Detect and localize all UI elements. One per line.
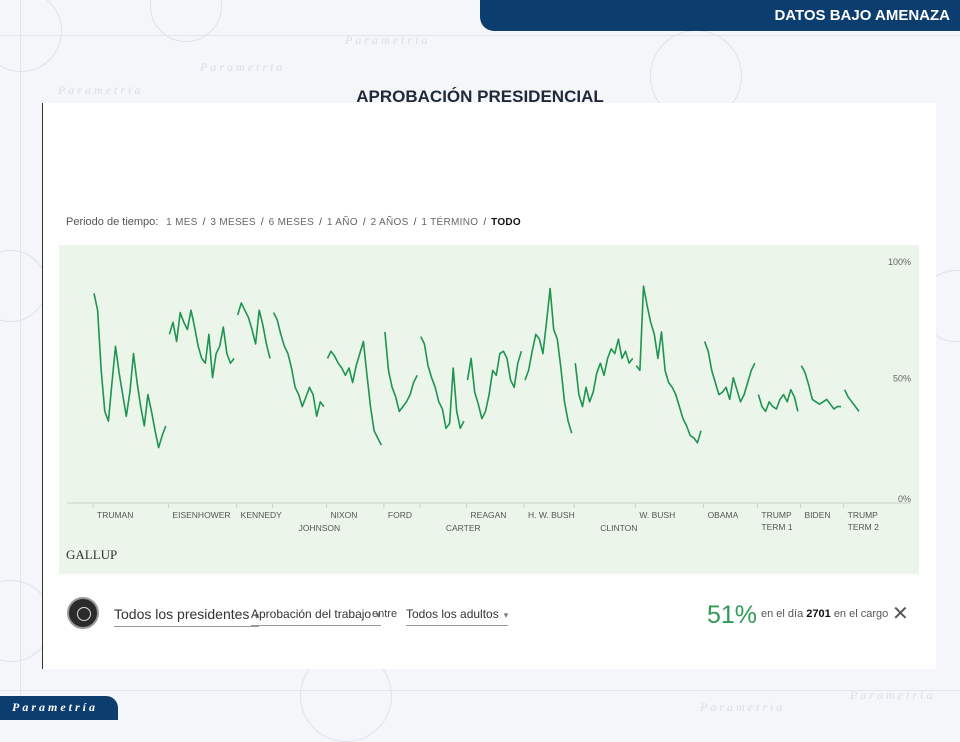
banner-title: DATOS BAJO AMENAZA	[774, 7, 950, 24]
day-number: 2701	[806, 608, 831, 620]
x-tick-label: NIXON	[330, 510, 357, 520]
source-label: GALLUP	[66, 547, 118, 562]
x-tick-label: CLINTON	[600, 523, 637, 533]
period-option[interactable]: 2 AÑOS	[370, 217, 409, 228]
period-separator: /	[483, 217, 487, 228]
period-option[interactable]: TODO	[491, 217, 522, 228]
day-prefix: en el día	[761, 608, 804, 620]
series-line	[524, 287, 573, 434]
series-line	[466, 350, 523, 420]
period-option[interactable]: 1 MES	[166, 217, 198, 228]
series-line	[757, 388, 799, 413]
connector-text: entre	[372, 608, 398, 620]
x-tick-label: CARTER	[446, 523, 481, 533]
control-bar: Todos los presidentes ▾ Aprobación del tr…	[59, 588, 919, 640]
chart-panel: 0% 50% 100% TRUMAN EISENHOWER KENNEDY JOHNSON N…	[59, 245, 919, 574]
period-separator: /	[362, 217, 366, 228]
period-option[interactable]: 1 TÉRMINO	[421, 217, 479, 228]
series-line	[93, 293, 167, 449]
period-filter-bar: Periodo de tiempo: 1 MES / 3 MESES / 6 MESES…	[66, 216, 523, 228]
x-tick-label: KENNEDY	[241, 510, 282, 520]
brand-footer: Parametría	[0, 696, 118, 720]
series-line	[574, 338, 634, 408]
current-approval-value: 51%	[707, 601, 758, 629]
x-tick-label: JOHNSON	[299, 523, 341, 533]
close-icon[interactable]: ✕	[892, 603, 909, 625]
series-line	[635, 285, 702, 444]
page-title: APROBACIÓN PRESIDENCIAL	[356, 87, 604, 106]
period-separator: /	[413, 217, 417, 228]
period-option[interactable]: 6 MESES	[268, 217, 315, 228]
approval-chart: 0% 50% 100% TRUMAN EISENHOWER KENNEDY JOHNSON N…	[67, 257, 911, 533]
presidential-seal-icon	[67, 597, 99, 629]
period-option[interactable]: 3 MESES	[210, 217, 256, 228]
period-option[interactable]: 1 AÑO	[326, 217, 358, 228]
brand-logo: Parametría	[12, 700, 98, 714]
series-line	[168, 309, 235, 379]
x-tick-label: EISENHOWER	[172, 510, 230, 520]
series-line	[420, 336, 465, 430]
president-dropdown[interactable]: Todos los presidentes ▾	[114, 606, 259, 627]
period-filter-label: Periodo de tiempo:	[66, 216, 159, 228]
x-tick-label: BIDEN	[805, 510, 831, 520]
population-dropdown[interactable]: Todos los adultos ▾	[406, 607, 509, 626]
series-line	[272, 312, 325, 417]
metric-dropdown[interactable]: Aprobación del trabajo ▾	[251, 607, 381, 626]
series-line	[384, 331, 418, 413]
x-tick-label: TRUMP TERM 2	[848, 510, 879, 532]
president-dropdown-label: Todos los presidentes	[114, 606, 250, 622]
metric-dropdown-label: Aprobación del trabajo	[251, 607, 372, 621]
series-line	[843, 389, 860, 412]
x-tick-label: TRUMP TERM 1	[761, 510, 792, 532]
x-tick-label: FORD	[388, 510, 412, 520]
day-suffix: en el cargo	[833, 608, 889, 620]
day-in-office: en el día 2701 en el cargo	[761, 608, 888, 620]
x-tick-label: TRUMAN	[97, 510, 133, 520]
y-tick-label: 50%	[893, 374, 911, 384]
header-banner: DATOS BAJO AMENAZA	[480, 0, 960, 31]
y-tick-label: 100%	[888, 257, 911, 267]
chevron-down-icon: ▾	[254, 611, 259, 621]
series-line	[326, 340, 383, 446]
x-tick-label: REAGAN	[471, 510, 507, 520]
series-line	[236, 302, 271, 359]
population-dropdown-label: Todos los adultos	[406, 607, 499, 621]
period-separator: /	[202, 217, 206, 228]
period-separator: /	[260, 217, 264, 228]
chevron-down-icon: ▾	[503, 610, 509, 620]
chevron-down-icon: ▾	[376, 610, 381, 620]
x-tick-label: OBAMA	[708, 510, 739, 520]
x-tick-label: W. BUSH	[639, 510, 675, 520]
period-separator: /	[319, 217, 322, 228]
y-tick-label: 0%	[898, 494, 911, 504]
series-line	[800, 365, 841, 410]
series-line	[703, 341, 756, 403]
x-tick-label: H. W. BUSH	[528, 510, 575, 520]
